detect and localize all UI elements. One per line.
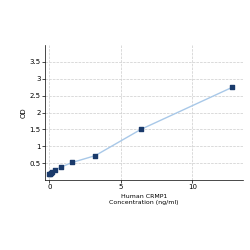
Point — [49, 171, 53, 175]
Point — [230, 85, 234, 89]
Point — [47, 172, 51, 176]
Point — [70, 160, 74, 164]
Point — [48, 172, 52, 175]
Point — [93, 154, 97, 158]
Point — [139, 128, 143, 132]
Point — [59, 165, 63, 169]
Point — [50, 170, 54, 174]
X-axis label: Human CRMP1
Concentration (ng/ml): Human CRMP1 Concentration (ng/ml) — [109, 194, 178, 205]
Y-axis label: OD: OD — [21, 107, 27, 118]
Point — [53, 168, 57, 172]
